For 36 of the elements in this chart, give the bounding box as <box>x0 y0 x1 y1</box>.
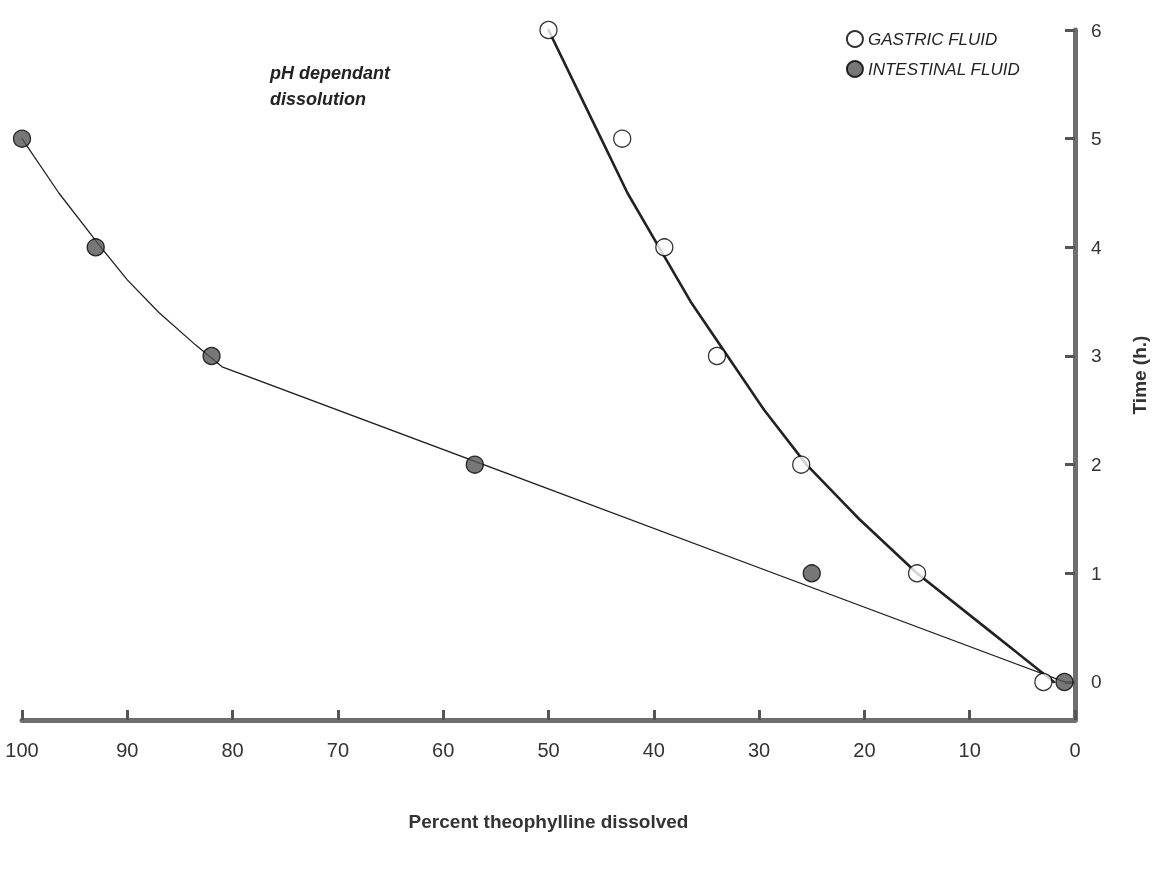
y-tick-label: 2 <box>1091 454 1102 476</box>
y-tick-label: 4 <box>1091 236 1102 258</box>
x-tick-label: 30 <box>747 739 771 761</box>
x-axis-title: Percent theophylline dissolved <box>408 811 689 832</box>
point <box>86 238 105 257</box>
point <box>1055 672 1074 692</box>
legend-label: GASTRIC FLUID <box>867 29 998 49</box>
y-tick-label: 3 <box>1091 345 1102 367</box>
point <box>465 455 484 474</box>
x-tick-label: 70 <box>326 739 350 761</box>
x-tick-label: 100 <box>5 739 39 761</box>
point <box>655 238 674 257</box>
y-axis-title: Time (h.) <box>1129 335 1150 415</box>
point <box>1034 672 1053 692</box>
x-tick-label: 60 <box>432 739 455 761</box>
y-tick-label: 0 <box>1091 671 1102 693</box>
x-tick-label: 10 <box>958 739 981 761</box>
x-tick-label: 20 <box>853 739 876 761</box>
x-tick-label: 90 <box>116 739 139 761</box>
x-tick-label: 80 <box>221 739 244 761</box>
y-tick-label: 1 <box>1091 562 1102 584</box>
y-tick-label: 5 <box>1091 128 1102 150</box>
x-tick-label: 50 <box>537 739 560 761</box>
point <box>792 455 811 474</box>
point <box>907 564 927 583</box>
annotation: pH dependant dissolution <box>269 63 391 109</box>
legend-label: INTESTINAL FLUID <box>867 59 1020 79</box>
point <box>707 346 727 366</box>
point <box>802 564 821 583</box>
point <box>613 129 632 148</box>
y-tick-label: 6 <box>1091 19 1102 41</box>
point <box>202 346 221 366</box>
x-tick-label: 0 <box>1069 739 1081 761</box>
point <box>12 129 32 148</box>
point <box>539 20 558 40</box>
x-tick-label: 40 <box>642 739 665 761</box>
